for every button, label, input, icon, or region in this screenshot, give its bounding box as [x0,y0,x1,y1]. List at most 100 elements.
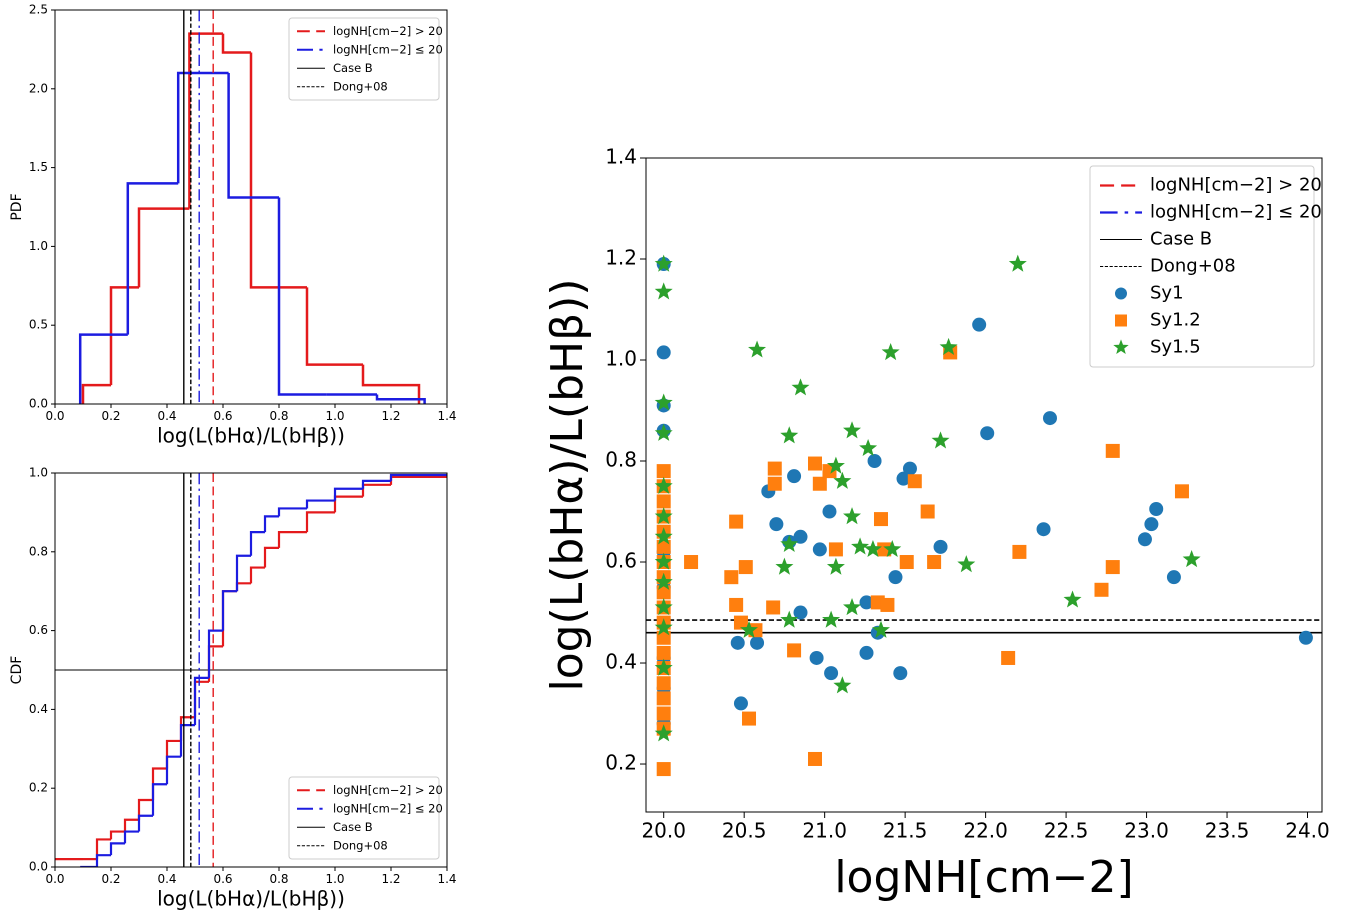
star-marker [957,555,976,573]
cdf-step [207,629,223,678]
legend: logNH[cm−2] > 20 logNH[cm−2] ≤ 20 Case B Do… [288,776,443,860]
star-marker [654,527,673,545]
y-tick-label: 2.0 [29,81,48,95]
x-tick-label: 0.2 [101,872,120,886]
star-marker [654,254,673,272]
star-marker [931,431,950,449]
histogram-bin [227,73,279,199]
cdf-step [389,473,447,481]
cdf-step [263,546,279,568]
star-marker [780,534,799,552]
x-axis-label: logNH[cm−2] [834,852,1133,903]
circle-marker [733,696,748,711]
y-tick-label: 0.4 [29,702,48,716]
star-marker [843,507,862,525]
circle-marker [809,650,824,665]
x-tick-label: 1.0 [325,872,344,886]
star-marker [859,438,878,457]
circle-marker [793,605,808,620]
square-marker [742,711,757,726]
legend-label: Case B [333,61,373,75]
legend-box [288,17,440,101]
axes-frame [54,472,448,868]
legend-box [1089,165,1315,368]
square-marker [1094,582,1109,597]
y-tick-label: 1.2 [605,246,637,270]
cdf-step [221,590,237,647]
y-tick-label: 0.2 [605,751,637,775]
x-tick-label: 23.5 [1205,819,1250,843]
legend-label: logNH[cm−2] ≤ 20 [333,801,443,815]
y-axis-label: PDF [9,193,25,220]
x-tick-label: 22.0 [963,819,1008,843]
circle-marker [769,517,784,532]
legend-label: Case B [1150,229,1212,250]
histogram-bin [361,364,421,404]
star-marker [654,658,673,676]
axes-frame [54,9,448,405]
star-marker [881,342,900,361]
square-marker [1001,650,1016,665]
histogram-bin [137,207,190,288]
square-marker [1115,314,1127,327]
square-marker [729,597,744,612]
square-marker [873,512,888,527]
cdf-step [109,830,125,840]
circle-marker [730,635,745,650]
star-marker [1063,590,1082,608]
cdf-step [389,475,447,485]
x-tick-label: 0.4 [157,872,176,886]
x-tick-label: 20.5 [722,819,767,843]
cdf-step [361,483,391,497]
square-marker [766,600,781,615]
square-marker [1012,544,1027,559]
circle-marker [867,454,882,469]
square-marker [767,461,782,476]
x-tick-label: 1.4 [437,872,456,886]
circle-marker [1042,411,1057,426]
histogram-bin [277,197,327,396]
cdf-step [305,511,335,533]
y-tick-label: 0.8 [605,448,637,472]
star-marker [826,557,845,575]
square-marker [738,560,753,575]
star-marker [748,340,767,358]
histogram-bin [221,33,251,54]
x-axis-label: log(L(bHα)/L(bHβ)) [157,887,345,911]
x-tick-label: 22.5 [1044,819,1089,843]
star-marker [833,471,852,489]
y-tick-label: 1.4 [605,145,637,169]
square-marker [899,555,914,570]
circle-marker [902,461,917,476]
circle-marker [656,345,671,360]
chart-scatter: 20.0 20.5 21.0 21.5 22.0 22.5 23.0 23.5 24.0 0.2 0… [542,145,1330,904]
cdf-step [123,818,139,832]
histogram-bin [126,182,179,335]
star-marker [775,557,794,575]
plot-area [78,10,426,404]
star-marker [872,620,890,638]
square-marker [729,514,744,529]
y-tick-label: 0.4 [605,650,637,674]
square-marker [828,542,843,557]
y-tick-label: 0.0 [29,860,48,874]
star-marker [843,598,862,616]
y-tick-label: 0.8 [29,544,48,558]
star-marker [826,456,845,474]
legend-label: logNH[cm−2] > 20 [333,783,443,797]
axes-frame [645,157,1323,813]
chart-histogram: 0.0 0.2 0.4 0.6 0.8 1.0 1.2 1.4 0.0 0.5 1.0 1.5 2.0 2… [9,3,457,448]
histogram-bin [176,71,229,184]
plot-area [646,254,1322,777]
star-marker [1182,550,1201,568]
square-marker [787,643,802,658]
cdf-step [235,554,251,592]
circle-marker [980,426,995,441]
circle-marker [1149,501,1164,516]
histogram-bin [81,383,111,404]
square-marker [1105,443,1120,458]
legend-label: logNH[cm−2] ≤ 20 [333,42,443,56]
legend-label: Sy1.2 [1150,310,1201,331]
star-marker [843,421,862,439]
